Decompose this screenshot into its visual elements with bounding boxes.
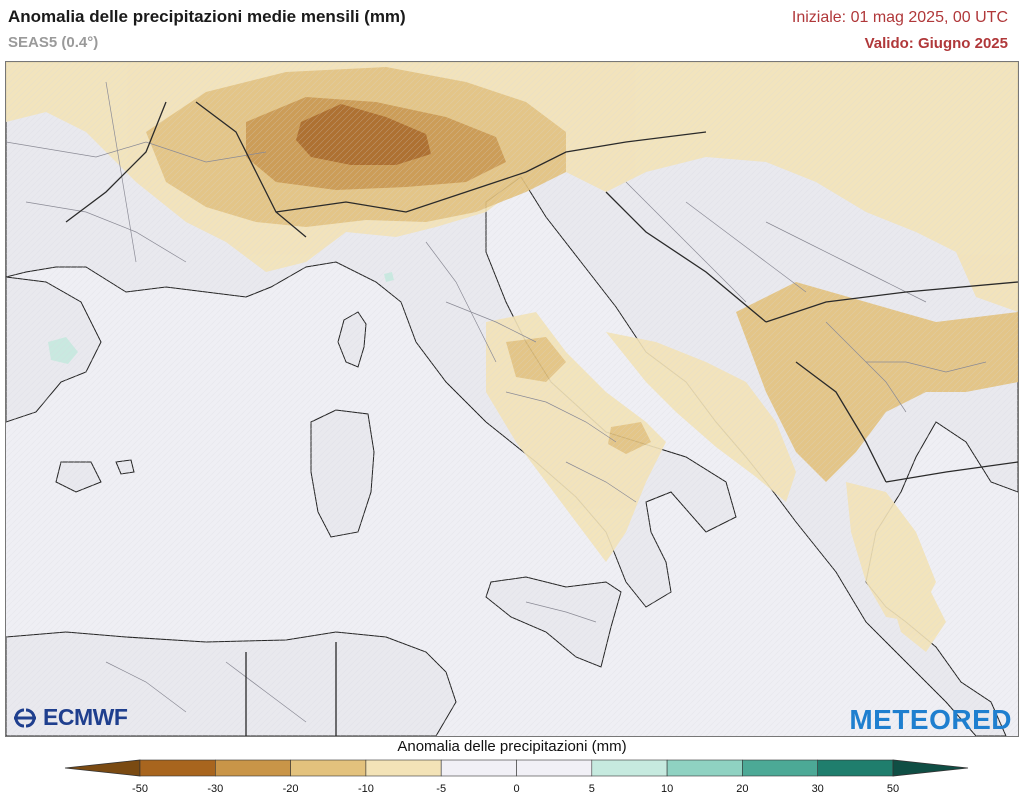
colorbar-extend-high — [892, 759, 969, 777]
colorbar-segment — [215, 759, 291, 777]
colorbar-tick-label: -10 — [357, 783, 374, 795]
terrain-shading — [6, 62, 1018, 736]
colorbar-tick-label: 20 — [736, 783, 749, 795]
colorbar-segment — [666, 759, 743, 777]
colorbar-tick-label: 0 — [513, 783, 520, 795]
colorbar-segment — [365, 759, 442, 777]
map-canvas — [6, 62, 1018, 736]
national-borders — [65, 101, 1018, 736]
colorbar-tick-label: 50 — [886, 783, 900, 795]
colorbar-title: Anomalia delle precipitazioni (mm) — [397, 738, 627, 755]
precipitation-anomaly-map — [5, 61, 1019, 737]
colorbar-extend-low — [64, 759, 141, 777]
init-time: Iniziale: 01 mag 2025, 00 UTC — [791, 9, 1008, 26]
ecmwf-logo-text: ECMWF — [43, 704, 128, 730]
colorbar-tick-label: 5 — [588, 783, 595, 795]
ecmwf-logo: ECMWF — [10, 704, 128, 731]
model-label: SEAS5 (0.4°) — [8, 34, 99, 51]
valid-period: Valido: Giugno 2025 — [864, 35, 1008, 52]
colorbar-tick-label: 30 — [811, 783, 824, 795]
colorbar-segment — [817, 759, 894, 777]
colorbar-segment — [742, 759, 819, 777]
colorbar-segment — [290, 759, 367, 777]
colorbar-scale — [64, 759, 969, 777]
colorbar-segment — [139, 759, 216, 777]
colorbar: -50 -30 -20 -10 -5 0 5 10 20 30 50 — [0, 756, 1024, 798]
colorbar-segment — [591, 759, 668, 777]
colorbar-tick-label: 10 — [660, 783, 674, 795]
regional-borders — [6, 81, 987, 723]
colorbar-tick-label: -20 — [282, 783, 299, 795]
ecmwf-mark-icon — [14, 708, 36, 727]
colorbar-tick-label: -50 — [132, 783, 148, 795]
map-title: Anomalia delle precipitazioni medie mens… — [8, 7, 406, 26]
colorbar-tick-label: -5 — [436, 783, 447, 795]
colorbar-segment — [516, 759, 593, 777]
colorbar-tick-label: -30 — [207, 783, 224, 795]
colorbar-segment — [440, 759, 517, 777]
meteored-logo: METEORED — [849, 704, 1012, 735]
